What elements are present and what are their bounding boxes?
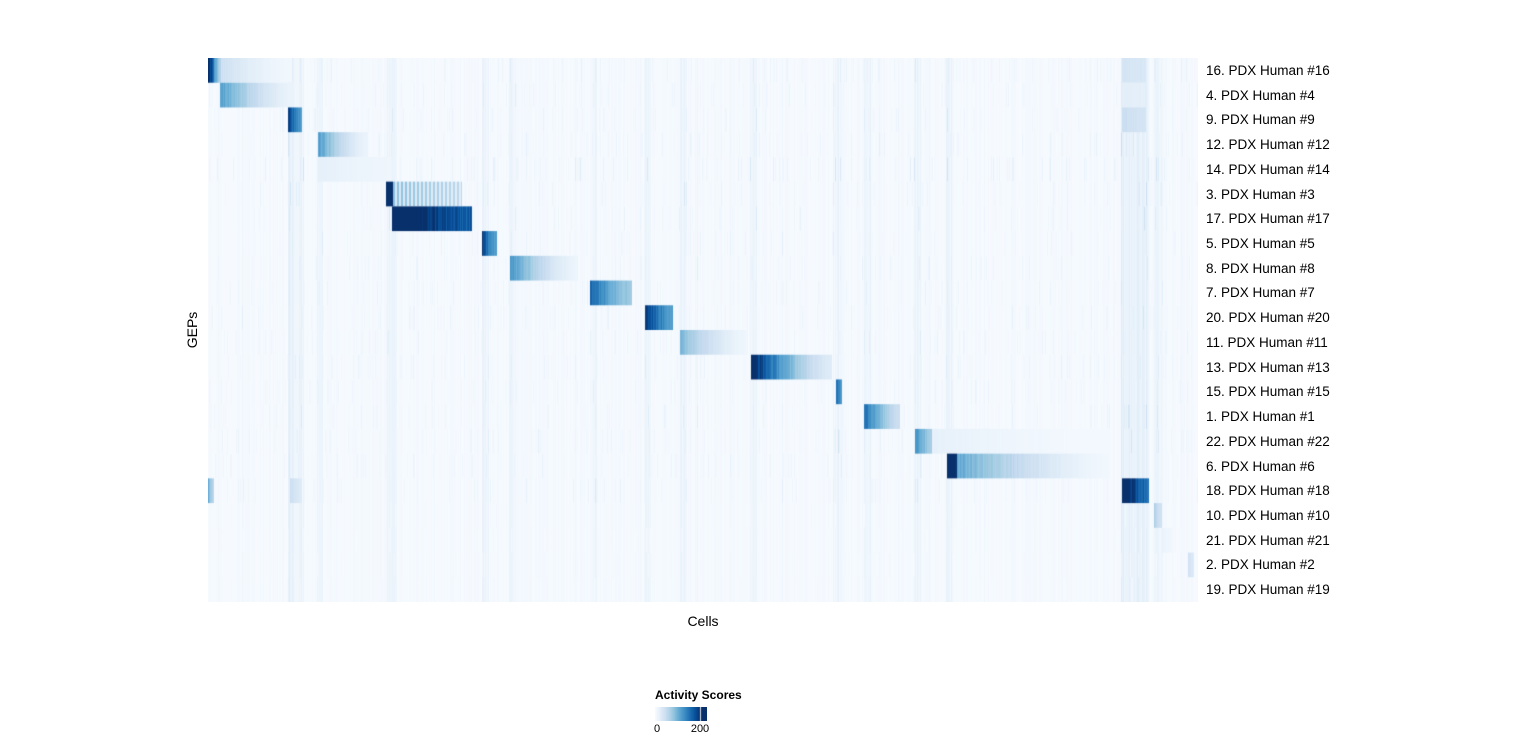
y-axis-label: GEPs: [184, 311, 200, 349]
legend-ticks: 0 200: [653, 723, 775, 737]
row-label: 3. PDX Human #3: [1206, 186, 1315, 202]
row-label: 4. PDX Human #4: [1206, 87, 1315, 103]
row-label: 5. PDX Human #5: [1206, 235, 1315, 251]
row-label: 10. PDX Human #10: [1206, 507, 1330, 523]
x-axis-label: Cells: [687, 613, 719, 629]
row-label: 16. PDX Human #16: [1206, 62, 1330, 78]
row-label: 20. PDX Human #20: [1206, 310, 1330, 326]
legend-tick-min: 0: [653, 723, 661, 735]
row-label: 12. PDX Human #12: [1206, 137, 1330, 153]
row-label: 13. PDX Human #13: [1206, 359, 1330, 375]
row-label: 19. PDX Human #19: [1206, 582, 1330, 598]
row-label: 1. PDX Human #1: [1206, 409, 1315, 425]
legend-tick-max: 200: [690, 723, 710, 735]
row-label: 21. PDX Human #21: [1206, 532, 1330, 548]
heatmap-canvas: [208, 58, 1198, 602]
row-label: 2. PDX Human #2: [1206, 557, 1315, 573]
row-label: 7. PDX Human #7: [1206, 285, 1315, 301]
row-label: 17. PDX Human #17: [1206, 211, 1330, 227]
colorbar: [655, 707, 707, 721]
row-label: 15. PDX Human #15: [1206, 384, 1330, 400]
row-label: 18. PDX Human #18: [1206, 483, 1330, 499]
legend: Activity Scores 0 200: [653, 688, 775, 737]
row-label: 9. PDX Human #9: [1206, 112, 1315, 128]
row-label: 6. PDX Human #6: [1206, 458, 1315, 474]
row-label: 22. PDX Human #22: [1206, 433, 1330, 449]
legend-title: Activity Scores: [655, 688, 742, 702]
row-label: 11. PDX Human #11: [1206, 334, 1328, 350]
row-label: 14. PDX Human #14: [1206, 161, 1330, 177]
row-label: 8. PDX Human #8: [1206, 260, 1315, 276]
